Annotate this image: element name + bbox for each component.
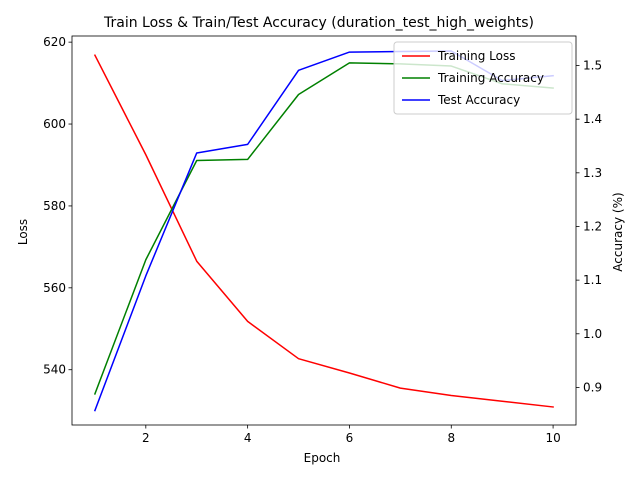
y-axis-right-title: Accuracy (%) <box>611 192 625 271</box>
legend-box <box>393 41 573 115</box>
x-tick-label: 4 <box>244 431 252 445</box>
x-tick-label: 6 <box>346 431 354 445</box>
y-left-tick-label: 620 <box>43 35 66 49</box>
y-axis-left-title: Loss <box>16 219 30 245</box>
y-right-tick-label: 1.2 <box>583 219 602 233</box>
axes: 2 4 6 8 10 540 560 580 600 620 0.9 1.0 1.1 1.2 1.3 1.4 1… <box>43 35 602 445</box>
series-line-training-loss <box>93 54 554 408</box>
plot-frame <box>71 35 577 426</box>
y-right-tick-label: 1.5 <box>583 59 602 73</box>
y-left-tick-label: 560 <box>43 281 66 295</box>
legend-label: Test Accuracy <box>437 93 520 107</box>
y-left-tick-label: 600 <box>43 117 66 131</box>
y-right-tick-label: 1.4 <box>583 112 602 126</box>
legend-label: Training Accuracy <box>437 71 544 85</box>
legend-label: Training Loss <box>437 49 515 63</box>
chart-title: Train Loss & Train/Test Accuracy (durati… <box>103 15 534 31</box>
y-right-tick-label: 0.9 <box>583 380 602 394</box>
x-tick-label: 10 <box>545 431 560 445</box>
legend: Training Loss Training Accuracy Test Accur… <box>393 41 573 115</box>
y-left-tick-label: 540 <box>43 363 66 377</box>
y-right-tick-label: 1.1 <box>583 273 602 287</box>
x-tick-label: 8 <box>447 431 455 445</box>
y-right-tick-label: 1.3 <box>583 166 602 180</box>
y-left-tick-label: 580 <box>43 199 66 213</box>
x-axis-title: Epoch <box>304 451 341 465</box>
x-tick-label: 2 <box>142 431 150 445</box>
y-right-tick-label: 1.0 <box>583 327 602 341</box>
